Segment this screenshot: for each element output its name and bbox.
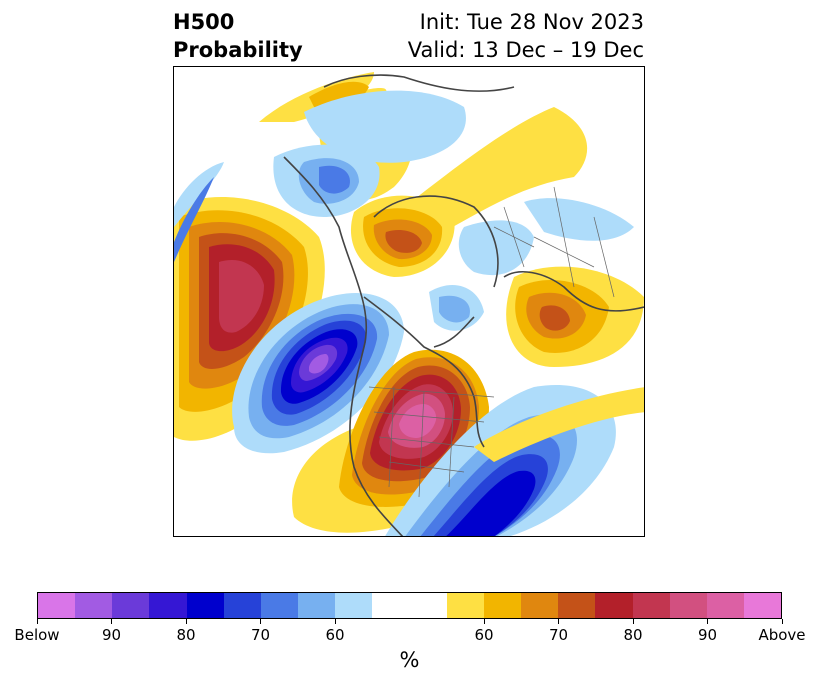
colorbar-tick-mark bbox=[185, 619, 187, 624]
below-normal-arctic-north bbox=[304, 90, 466, 163]
colorbar bbox=[37, 592, 782, 619]
below-normal-west-edge bbox=[174, 162, 224, 227]
above-normal-south-edge bbox=[474, 387, 644, 462]
chart-title-right: Init: Tue 28 Nov 2023 Valid: 13 Dec – 19… bbox=[408, 8, 644, 64]
colorbar-tick-label: 60 bbox=[325, 626, 345, 644]
colorbar-unit: % bbox=[399, 648, 420, 672]
colorbar-tick-label: 80 bbox=[176, 626, 196, 644]
coastlines bbox=[283, 74, 644, 536]
below-normal-west-na-core bbox=[309, 354, 329, 374]
colorbar-tick-label: 80 bbox=[623, 626, 643, 644]
map-panel bbox=[173, 66, 645, 537]
colorbar-tick-label: 70 bbox=[250, 626, 271, 644]
colorbar-tick-mark bbox=[36, 619, 38, 624]
colorbar-tick-label: 90 bbox=[697, 626, 718, 644]
below-normal-canada-north-inner bbox=[319, 165, 350, 194]
below-normal-europe-east bbox=[524, 198, 634, 241]
colorbar-tick-label: 90 bbox=[101, 626, 122, 644]
colorbar-cell bbox=[558, 593, 596, 618]
colorbar-tick-label: 70 bbox=[548, 626, 569, 644]
below-normal-west-edge-core bbox=[174, 177, 214, 262]
colorbar-cell bbox=[38, 593, 76, 618]
colorbar-cell bbox=[521, 593, 559, 618]
below-normal-atlantic-core bbox=[444, 470, 536, 536]
colorbar-cell bbox=[446, 593, 484, 618]
colorbar-tick-label: Below bbox=[14, 626, 60, 644]
probability-map bbox=[174, 72, 644, 536]
colorbar-cell bbox=[149, 593, 187, 618]
colorbar-tick-mark bbox=[260, 619, 261, 624]
init-date: Init: Tue 28 Nov 2023 bbox=[419, 10, 644, 34]
colorbar-cell bbox=[223, 593, 261, 618]
colorbar-cell bbox=[186, 593, 224, 618]
chart-title-left: H500 Probability bbox=[173, 8, 303, 64]
colorbar-cell bbox=[669, 593, 707, 618]
colorbar-cell bbox=[706, 593, 744, 618]
above-normal-east-na-core bbox=[399, 404, 437, 438]
colorbar-tick-label: Above bbox=[758, 626, 806, 644]
colorbar-tick-mark bbox=[632, 619, 634, 624]
title-quantity: Probability bbox=[173, 38, 303, 62]
above-normal-arctic-ocean-l4 bbox=[385, 230, 422, 253]
above-normal-pacific-core bbox=[219, 259, 264, 333]
colorbar-tick-mark bbox=[334, 619, 336, 624]
colorbar-tick-label: 60 bbox=[474, 626, 494, 644]
colorbar-tick-mark bbox=[483, 619, 485, 624]
colorbar-cell bbox=[298, 593, 336, 618]
colorbar-tick-mark bbox=[707, 619, 708, 624]
colorbar-cell bbox=[483, 593, 522, 618]
colorbar-tick-mark bbox=[558, 619, 559, 624]
colorbar-tick-mark bbox=[781, 619, 783, 624]
title-variable: H500 bbox=[173, 10, 235, 34]
colorbar-cell bbox=[632, 593, 670, 618]
colorbar-cell bbox=[595, 593, 633, 618]
colorbar-cell bbox=[409, 593, 447, 618]
above-normal-europe-l4 bbox=[539, 305, 570, 331]
borders bbox=[368, 186, 615, 498]
above-normal-band-arctic bbox=[404, 107, 588, 237]
colorbar-tick-mark bbox=[111, 619, 112, 624]
colorbar-cell bbox=[372, 593, 410, 618]
colorbar-cell bbox=[260, 593, 299, 618]
below-normal-atlantic-north-core bbox=[439, 295, 470, 323]
valid-range: Valid: 13 Dec – 19 Dec bbox=[407, 38, 644, 62]
colorbar-cell bbox=[112, 593, 150, 618]
colorbar-cell bbox=[75, 593, 113, 618]
colorbar-cell bbox=[743, 593, 782, 618]
colorbar-cell bbox=[335, 593, 373, 618]
